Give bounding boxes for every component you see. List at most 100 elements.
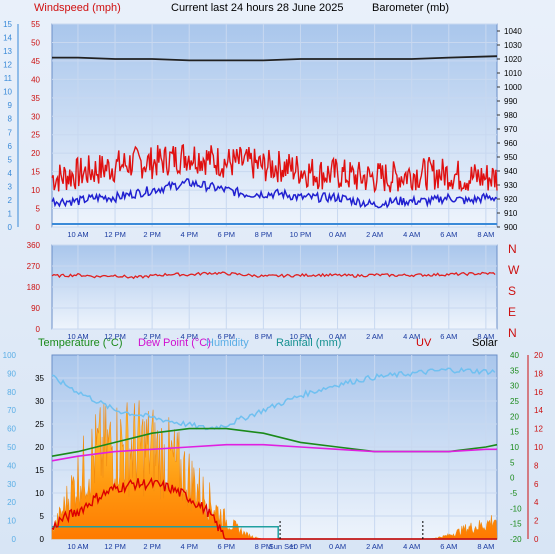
barometer-tick-label: 980	[504, 111, 518, 120]
x-tick-label: 2 AM	[366, 542, 383, 551]
x-tick-label: 0 AM	[329, 332, 346, 341]
compass-label: E	[508, 305, 516, 319]
beaufort-tick-label: 5	[8, 155, 13, 164]
x-tick-label: 6 PM	[218, 230, 236, 239]
temperature-tick-label: 25	[35, 420, 44, 429]
x-tick-label: 2 PM	[143, 332, 161, 341]
x-tick-label: 0 AM	[329, 542, 346, 551]
uv-tick-label: 0	[534, 535, 539, 544]
x-tick-label: 8 PM	[255, 542, 273, 551]
barometer-tick-label: 970	[504, 125, 518, 134]
x-tick-label: 4 AM	[403, 332, 420, 341]
rain-tick-label: 35	[510, 366, 519, 375]
uv-tick-label: 10	[534, 443, 543, 452]
dew-point-line	[51, 443, 497, 462]
wind-tick-label: 15	[31, 168, 40, 177]
solar-label: Solar	[472, 337, 498, 349]
humidity-tick-label: 10	[7, 517, 16, 526]
beaufort-tick-label: 2	[8, 196, 13, 205]
uv-label: UV	[416, 337, 432, 349]
temperature-tick-label: 20	[35, 443, 44, 452]
rain-tick-label: 15	[510, 428, 519, 437]
wind-direction-line	[51, 271, 496, 280]
rain-tick-label: 25	[510, 397, 519, 406]
x-tick-label: 8 AM	[477, 332, 494, 341]
barometer-tick-label: 1000	[504, 83, 522, 92]
rain-tick-label: 40	[510, 351, 519, 360]
beaufort-tick-label: 13	[3, 47, 12, 56]
dew-point-label: Dew Point (°C)	[138, 337, 211, 349]
average-wind-line	[51, 177, 498, 209]
x-tick-label: 6 AM	[440, 542, 457, 551]
uv-tick-label: 4	[534, 498, 539, 507]
x-tick-label: 2 AM	[366, 230, 383, 239]
wind-tick-label: 45	[31, 57, 40, 66]
beaufort-tick-label: 15	[3, 20, 12, 29]
humidity-tick-label: 80	[7, 388, 16, 397]
wind-tick-label: 40	[31, 75, 40, 84]
compass-label: S	[508, 284, 516, 298]
barometer-tick-label: 1040	[504, 27, 522, 36]
beaufort-tick-label: 1	[8, 209, 13, 218]
x-tick-label: 6 AM	[440, 332, 457, 341]
barometer-tick-label: 990	[504, 97, 518, 106]
barometer-tick-label: 930	[504, 181, 518, 190]
x-tick-label: 2 AM	[366, 332, 383, 341]
rain-tick-label: 20	[510, 412, 519, 421]
compass-label: W	[508, 263, 520, 277]
wind-tick-label: 25	[31, 131, 40, 140]
uv-tick-label: 6	[534, 480, 539, 489]
x-tick-label: 10 AM	[67, 542, 88, 551]
uv-tick-label: 2	[534, 517, 539, 526]
temperature-tick-label: 10	[35, 489, 44, 498]
windspeed-axis-title: Windspeed (mph)	[34, 2, 121, 14]
rain-tick-label: 30	[510, 382, 519, 391]
wind-tick-label: 20	[31, 149, 40, 158]
uv-tick-label: 12	[534, 425, 543, 434]
humidity-line	[51, 366, 496, 431]
wind-tick-label: 30	[31, 112, 40, 121]
sunset-label: Sun Set	[269, 542, 297, 551]
beaufort-tick-label: 10	[3, 88, 12, 97]
barometer-tick-label: 1030	[504, 41, 522, 50]
wind-tick-label: 0	[36, 223, 41, 232]
humidity-tick-label: 20	[7, 498, 16, 507]
beaufort-tick-label: 9	[8, 101, 13, 110]
wind-tick-label: 5	[36, 205, 41, 214]
barometer-tick-label: 940	[504, 167, 518, 176]
rain-tick-label: 10	[510, 443, 519, 452]
rain-tick-label: -15	[510, 520, 522, 529]
humidity-tick-label: 60	[7, 425, 16, 434]
x-tick-label: 2 PM	[143, 542, 161, 551]
x-tick-label: 0 AM	[329, 230, 346, 239]
direction-tick-label: 90	[31, 304, 40, 313]
beaufort-tick-label: 14	[3, 34, 12, 43]
chart-title: Current last 24 hours 28 June 2025	[171, 2, 343, 14]
direction-tick-label: 360	[27, 241, 41, 250]
beaufort-tick-label: 6	[8, 142, 13, 151]
temperature-tick-label: 35	[35, 374, 44, 383]
barometer-tick-label: 950	[504, 153, 518, 162]
humidity-tick-label: 50	[7, 443, 16, 452]
humidity-tick-label: 70	[7, 406, 16, 415]
humidity-tick-label: 0	[12, 535, 17, 544]
barometer-tick-label: 1010	[504, 69, 522, 78]
humidity-tick-label: 40	[7, 461, 16, 470]
beaufort-tick-label: 0	[8, 223, 13, 232]
beaufort-tick-label: 4	[8, 169, 13, 178]
compass-label: N	[508, 326, 517, 340]
barometer-axis-title: Barometer (mb)	[372, 2, 449, 14]
x-tick-label: 8 PM	[255, 332, 273, 341]
temperature-tick-label: 15	[35, 466, 44, 475]
uv-tick-label: 18	[534, 369, 543, 378]
wind-tick-label: 35	[31, 94, 40, 103]
humidity-label: Humidity	[206, 337, 249, 349]
x-tick-label: 12 PM	[104, 542, 126, 551]
humidity-tick-label: 100	[3, 351, 17, 360]
beaufort-tick-label: 7	[8, 128, 13, 137]
uv-tick-label: 20	[534, 351, 543, 360]
x-tick-label: 10 PM	[290, 332, 312, 341]
beaufort-tick-label: 3	[8, 182, 13, 191]
humidity-tick-label: 90	[7, 369, 16, 378]
